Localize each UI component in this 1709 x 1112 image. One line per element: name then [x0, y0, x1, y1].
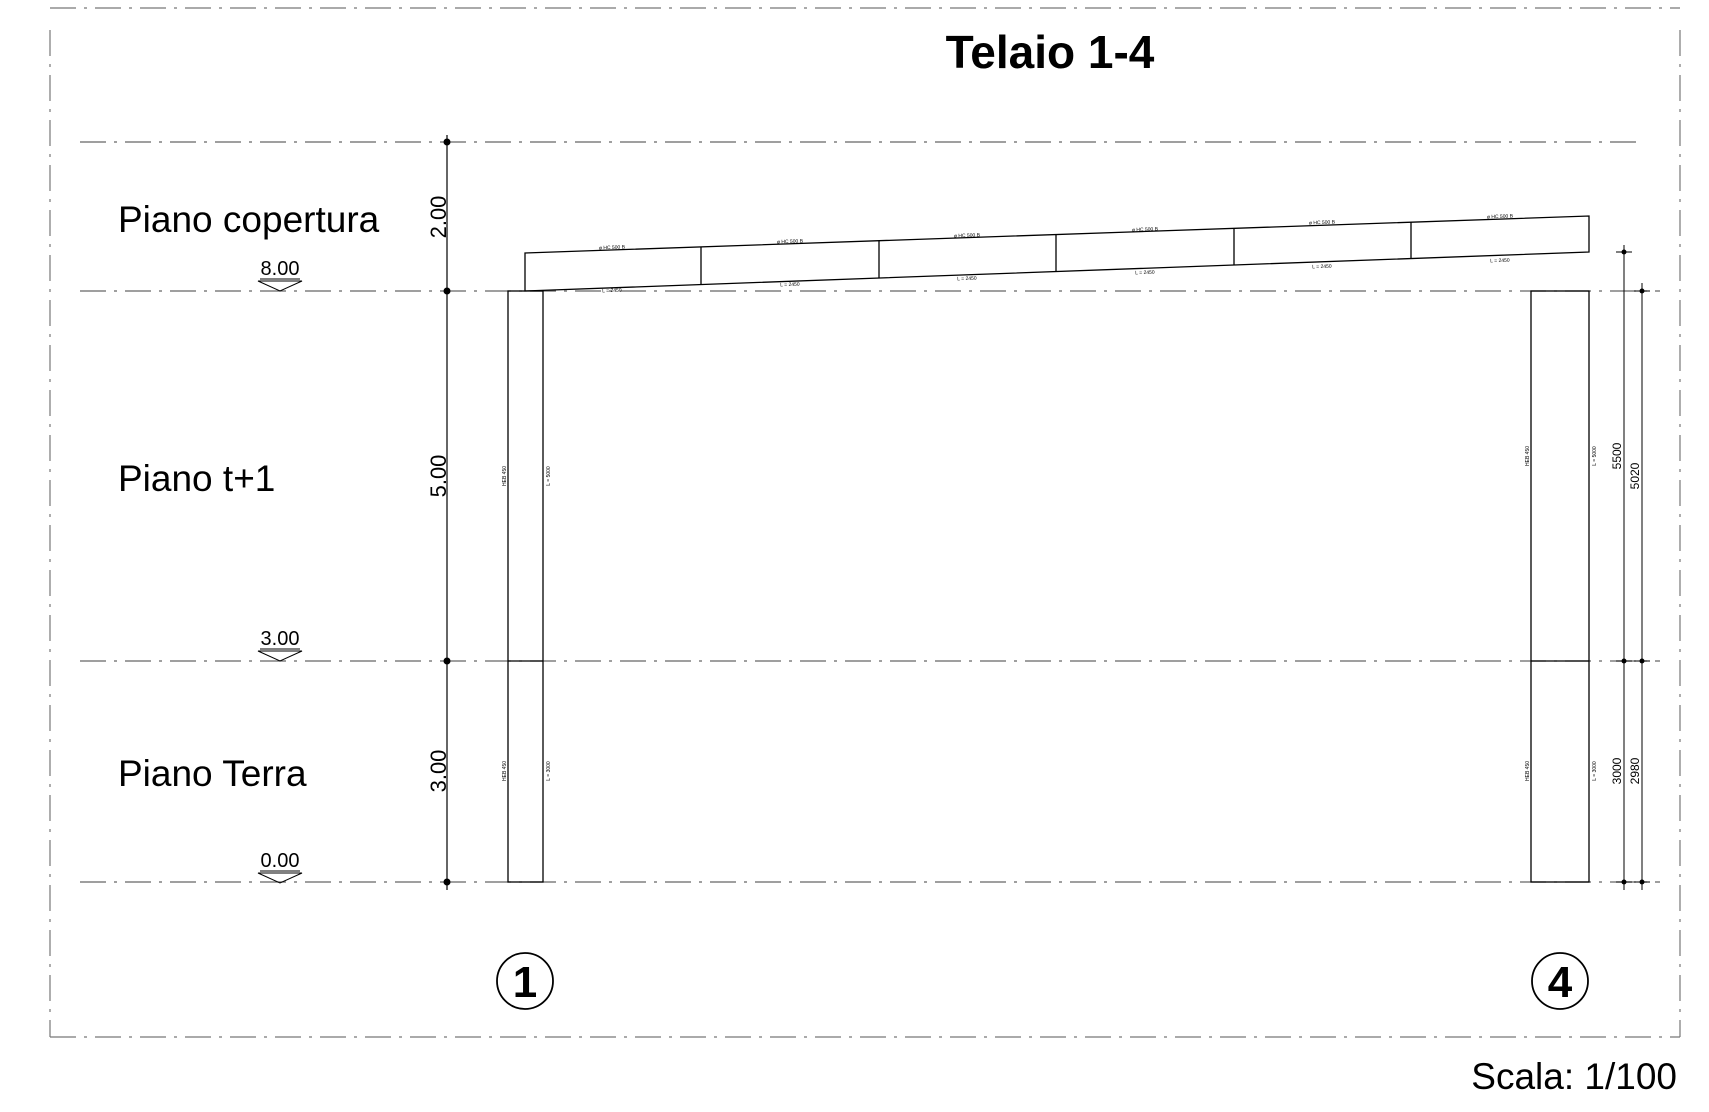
- column-right-lower-length: L = 3000: [1592, 761, 1598, 781]
- beam-length-6: L = 2450: [1490, 258, 1510, 265]
- right-dim-col-lower: 3000: [1610, 757, 1624, 784]
- dimension-3m: 3.00: [426, 750, 451, 793]
- column-right-upper-section: HEB 450: [1525, 446, 1531, 466]
- axis-bubble-1: 1: [496, 952, 554, 1010]
- dimension-2m: 2.00: [426, 196, 451, 239]
- sheet-border: [49, 7, 1681, 1038]
- level-marker-3: 3.00: [257, 628, 303, 662]
- beam-section-5: ø HC 500 B: [1309, 220, 1336, 227]
- dimension-5m: 5.00: [426, 455, 451, 498]
- right-dim-total-upper: 5020: [1628, 462, 1642, 489]
- axis-bubble-4: 4: [1531, 952, 1589, 1010]
- axis-label-1: 1: [513, 958, 537, 1007]
- drawing-title: Telaio 1-4: [946, 26, 1155, 78]
- beam-length-4: L = 2450: [1135, 270, 1155, 277]
- column-left: [507, 290, 544, 883]
- column-left-upper-length: L = 5000: [546, 466, 552, 486]
- scale-label: Scala: 1/100: [1471, 1056, 1677, 1097]
- right-dimension-chains: [1616, 245, 1650, 890]
- beam-section-2: ø HC 500 B: [777, 239, 804, 246]
- vertical-dimension-chain: 2.00 5.00 3.00: [426, 135, 451, 890]
- beam-length-5: L = 2450: [1312, 264, 1332, 271]
- column-right: [1530, 290, 1590, 883]
- beam-length-1: L = 2450: [602, 288, 622, 295]
- roof-beam-labels: ø HC 500 B ø HC 500 B ø HC 500 B ø HC 50…: [599, 214, 1514, 295]
- level-marker-0: 0.00: [257, 850, 303, 884]
- right-dim-total-lower: 2980: [1628, 757, 1642, 784]
- right-dimension-ticks: [1621, 249, 1645, 885]
- beam-length-2: L = 2450: [780, 282, 800, 289]
- beam-section-4: ø HC 500 B: [1132, 227, 1159, 234]
- column-left-lower-section: HEB 450: [502, 761, 508, 781]
- level-value-8: 8.00: [261, 258, 300, 280]
- beam-length-3: L = 2450: [957, 276, 977, 283]
- axis-label-4: 4: [1548, 958, 1573, 1007]
- right-dim-col-upper: 5500: [1610, 442, 1624, 469]
- beam-section-1: ø HC 500 B: [599, 245, 626, 252]
- column-left-upper-section: HEB 450: [502, 466, 508, 486]
- level-value-3: 3.00: [261, 628, 300, 650]
- beam-section-6: ø HC 500 B: [1487, 214, 1514, 221]
- column-left-lower-length: L = 3000: [546, 761, 552, 781]
- level-lines: [80, 141, 1660, 883]
- floor-label-copertura: Piano copertura: [118, 199, 380, 240]
- floor-label-terra: Piano Terra: [118, 753, 307, 794]
- level-marker-8: 8.00: [257, 258, 303, 292]
- beam-section-3: ø HC 500 B: [954, 233, 981, 240]
- roof-beam: [524, 215, 1590, 292]
- floor-label-t1: Piano t+1: [118, 458, 275, 499]
- column-right-lower-section: HEB 450: [1525, 761, 1531, 781]
- level-value-0: 0.00: [261, 850, 300, 872]
- column-right-upper-length: L = 5000: [1592, 446, 1598, 466]
